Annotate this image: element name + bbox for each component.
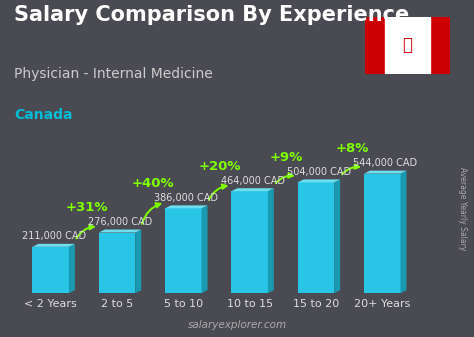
Text: +40%: +40% (132, 177, 174, 190)
Text: Salary Comparison By Experience: Salary Comparison By Experience (14, 5, 410, 25)
Bar (364, 174, 401, 293)
Bar (165, 208, 201, 293)
Polygon shape (135, 229, 141, 293)
Text: 386,000 CAD: 386,000 CAD (155, 193, 219, 203)
Bar (385, 17, 430, 74)
Bar (99, 233, 135, 293)
Text: Average Yearly Salary: Average Yearly Salary (458, 167, 466, 251)
Polygon shape (401, 171, 407, 293)
Text: +31%: +31% (65, 201, 108, 214)
Bar (365, 17, 385, 74)
Text: +8%: +8% (336, 142, 369, 155)
Polygon shape (334, 179, 340, 293)
Polygon shape (32, 244, 75, 247)
Polygon shape (298, 179, 340, 182)
Text: 211,000 CAD: 211,000 CAD (22, 232, 86, 241)
Polygon shape (69, 244, 75, 293)
Text: 464,000 CAD: 464,000 CAD (220, 176, 284, 186)
Text: 544,000 CAD: 544,000 CAD (353, 158, 417, 168)
Polygon shape (268, 188, 274, 293)
Bar (231, 191, 268, 293)
Text: salaryexplorer.com: salaryexplorer.com (187, 320, 287, 330)
Polygon shape (201, 205, 208, 293)
Polygon shape (165, 205, 208, 208)
Bar (32, 247, 69, 293)
Text: Physician - Internal Medicine: Physician - Internal Medicine (14, 67, 213, 82)
Text: +20%: +20% (198, 160, 241, 173)
Polygon shape (231, 188, 274, 191)
Text: 🍁: 🍁 (402, 36, 413, 55)
Text: 276,000 CAD: 276,000 CAD (88, 217, 152, 227)
Polygon shape (364, 171, 407, 174)
Text: 504,000 CAD: 504,000 CAD (287, 167, 351, 177)
Bar (298, 182, 334, 293)
Text: +9%: +9% (269, 151, 302, 164)
Text: Canada: Canada (14, 108, 73, 122)
Bar (430, 17, 450, 74)
Polygon shape (99, 229, 141, 233)
